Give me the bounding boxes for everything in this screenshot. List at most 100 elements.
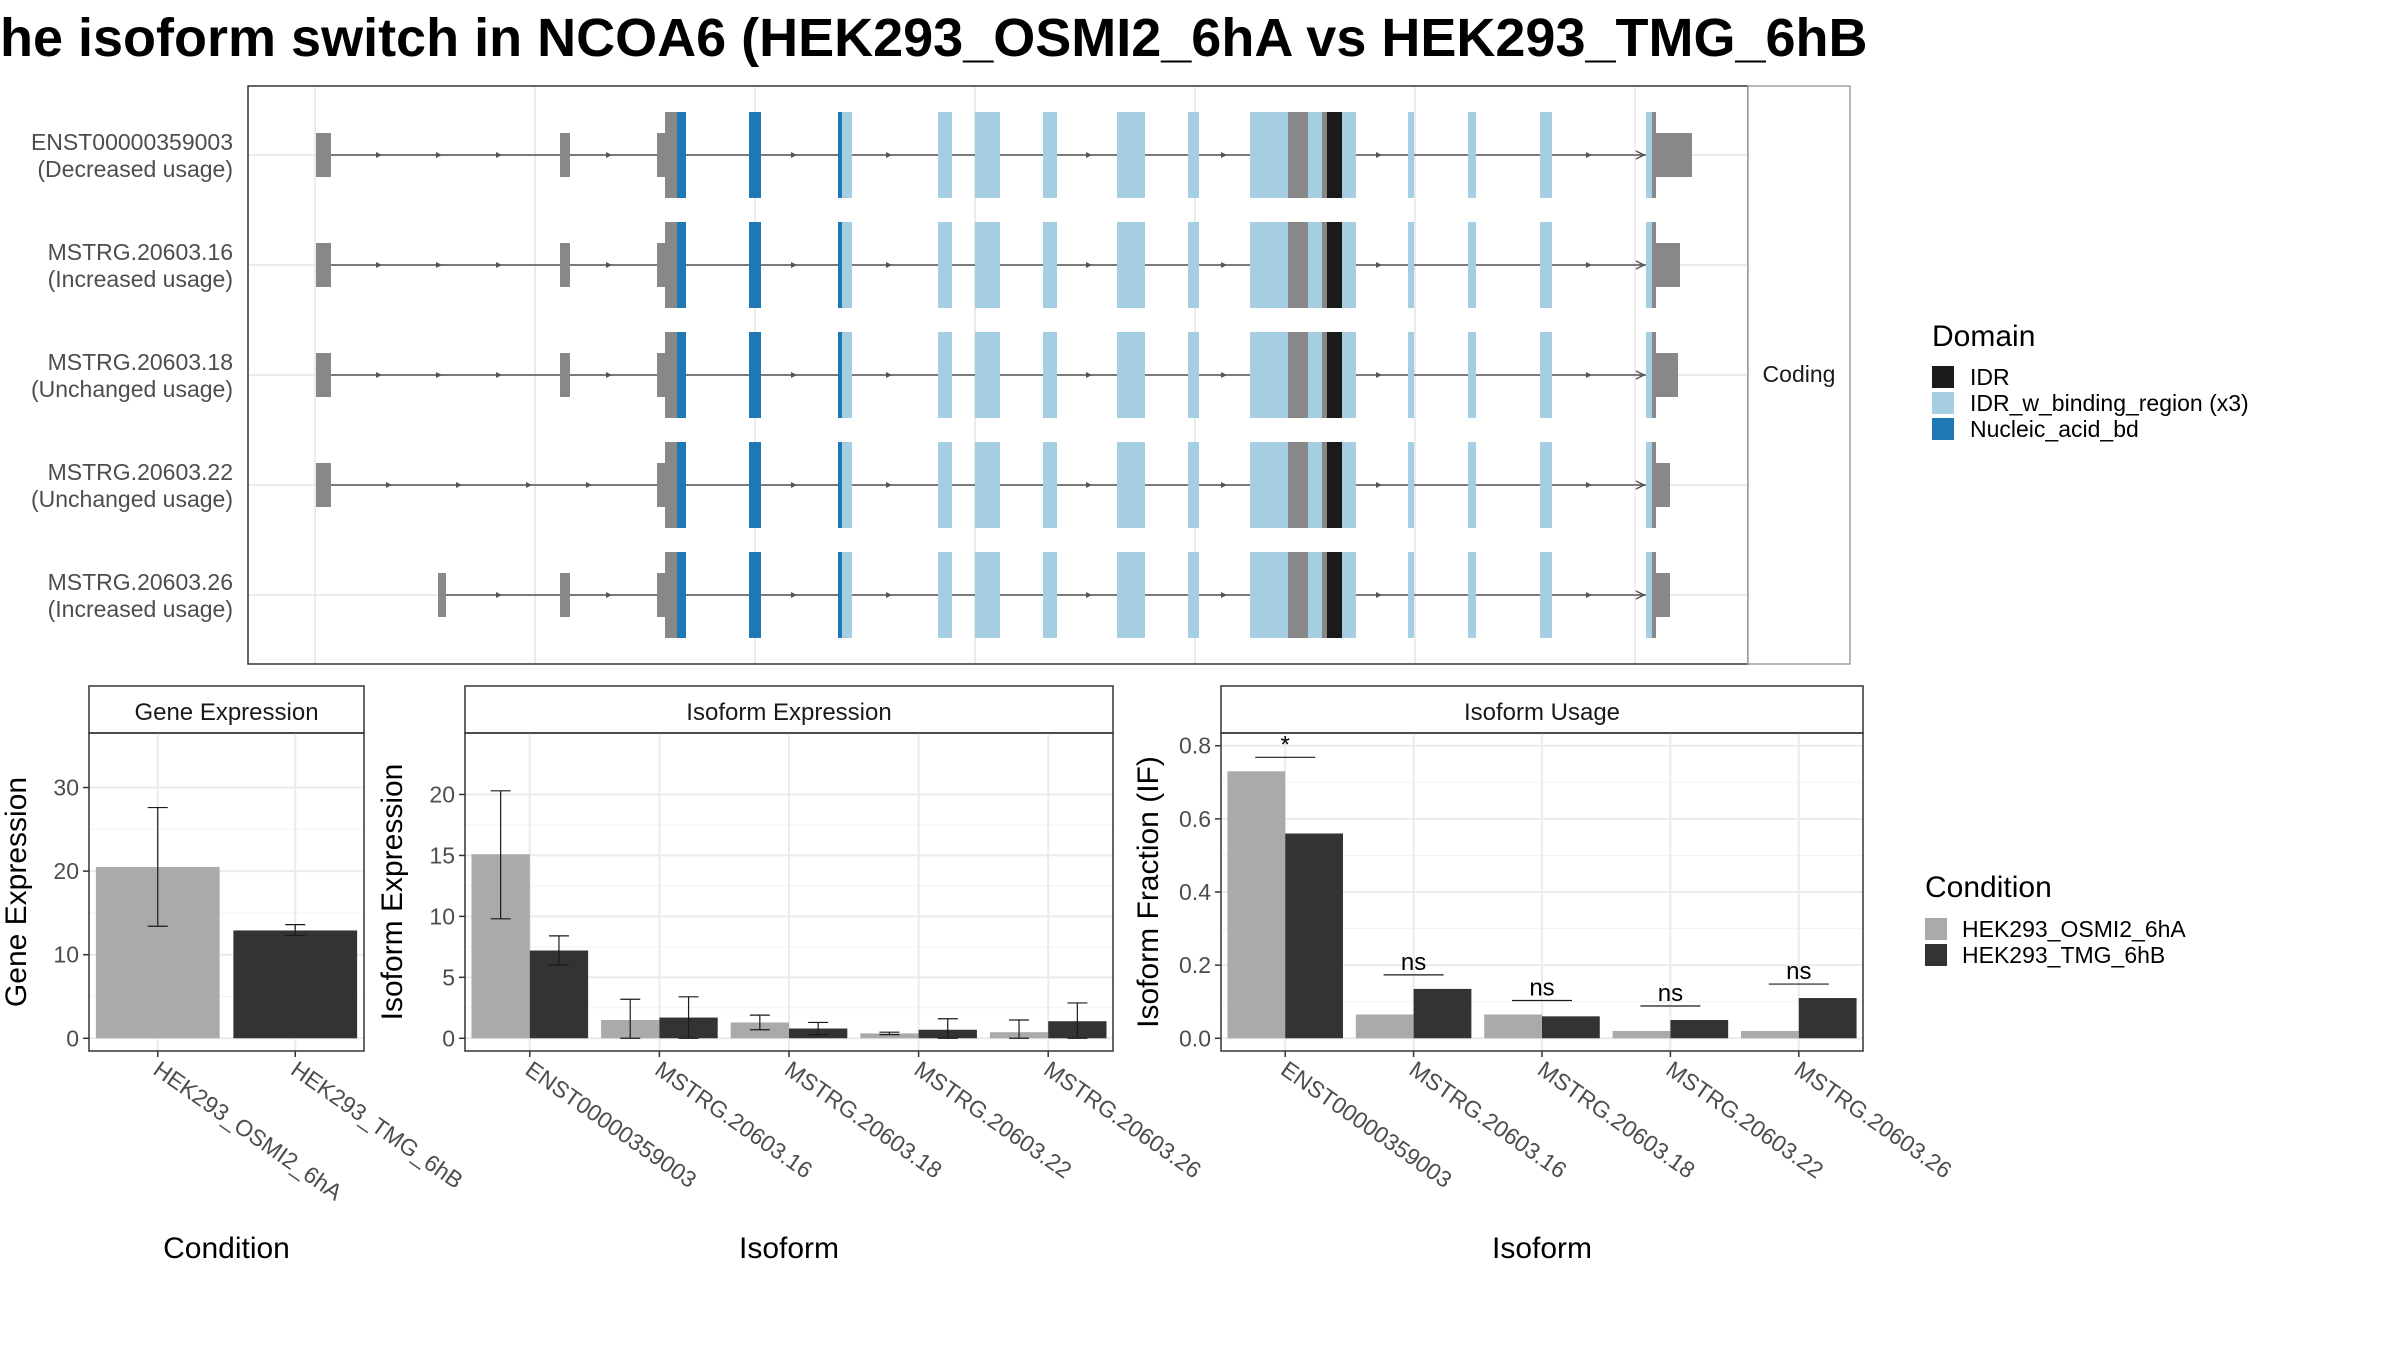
exon-block (657, 243, 665, 287)
domain-block (1468, 222, 1476, 308)
isoform-label-usage: (Decreased usage) (37, 156, 233, 182)
intron-direction-arrow (436, 152, 442, 158)
bar (1612, 1030, 1671, 1039)
isoform-label-name: MSTRG.20603.22 (48, 459, 233, 485)
intron-direction-arrow (791, 152, 797, 158)
domain-block (1540, 332, 1552, 418)
intron-direction-arrow (386, 482, 392, 488)
domain-block (1117, 442, 1145, 528)
domain-block (1188, 112, 1199, 198)
intron-direction-arrow (1586, 592, 1592, 598)
domain-block (1468, 332, 1476, 418)
panel-title: Isoform Expression (686, 699, 891, 726)
domain-block (1117, 332, 1145, 418)
isoform-track (316, 332, 1678, 418)
domain-block (1043, 442, 1057, 528)
exon-block (560, 353, 570, 397)
bar (730, 1022, 789, 1039)
domain-block (677, 222, 686, 308)
intron-direction-arrow (1221, 152, 1227, 158)
significance-label: ns (1529, 975, 1554, 1002)
exon-block (1288, 442, 1308, 528)
domain-block (1308, 332, 1322, 418)
exon-block (1656, 133, 1692, 177)
intron-direction-arrow (496, 262, 502, 268)
panel-strip (464, 685, 1114, 734)
intron-direction-arrow (886, 482, 892, 488)
domain-block (1646, 112, 1652, 198)
intron-direction-arrow (1221, 262, 1227, 268)
exon-block (316, 243, 331, 287)
domain-block (1250, 552, 1288, 638)
significance-label: ns (1786, 958, 1811, 985)
isoform-label-usage: (Unchanged usage) (31, 376, 233, 402)
domain-block (677, 112, 686, 198)
exon-block (1322, 222, 1327, 308)
intron-direction-arrow (1086, 592, 1092, 598)
structure-strip-label: Coding (1763, 361, 1836, 387)
exon-block (1652, 442, 1656, 528)
domain-block (1188, 332, 1199, 418)
y-tick-label: 30 (53, 775, 79, 801)
exon-block (657, 133, 665, 177)
intron-direction-arrow (1221, 482, 1227, 488)
domain-block (938, 552, 952, 638)
domain-block (1342, 332, 1356, 418)
exon-block (665, 442, 677, 528)
domain-block (1250, 332, 1288, 418)
legend-label-idr-binding: IDR_w_binding_region (x3) (1970, 390, 2249, 416)
y-axis-title: Isoform Fraction (IF) (1132, 756, 1165, 1028)
intron-direction-arrow (436, 262, 442, 268)
domain-block (1408, 552, 1414, 638)
y-tick-label: 0.8 (1179, 733, 1211, 759)
domain-block (975, 442, 1000, 528)
domain-block (1188, 222, 1199, 308)
domain-block (1327, 112, 1342, 198)
domain-block (1327, 332, 1342, 418)
intron-direction-arrow (586, 482, 592, 488)
intron-direction-arrow (1086, 152, 1092, 158)
domain-block (1468, 442, 1476, 528)
domain-block (1043, 552, 1057, 638)
domain-block (749, 552, 761, 638)
exon-block (1652, 112, 1656, 198)
isoform-label-name: MSTRG.20603.26 (48, 569, 233, 595)
domain-block (1043, 332, 1057, 418)
intron-direction-arrow (1376, 372, 1382, 378)
exon-block (1288, 552, 1308, 638)
y-axis-title: Gene Expression (0, 777, 33, 1007)
exon-block (1288, 222, 1308, 308)
intron-direction-arrow (886, 262, 892, 268)
exon-block (1656, 463, 1670, 507)
intron-direction-arrow (1635, 480, 1646, 490)
domain-block (749, 332, 761, 418)
domain-block (1540, 442, 1552, 528)
domain-block (938, 112, 952, 198)
domain-block (1342, 442, 1356, 528)
intron-direction-arrow (1586, 262, 1592, 268)
exon-block (1652, 552, 1656, 638)
bar (1227, 771, 1286, 1039)
exon-block (1322, 112, 1327, 198)
exon-block (560, 243, 570, 287)
intron-direction-arrow (1086, 372, 1092, 378)
exon-block (1652, 222, 1656, 308)
bar (1355, 1014, 1414, 1039)
y-tick-label: 0 (66, 1025, 79, 1051)
domain-block (749, 442, 761, 528)
isoform-label-name: MSTRG.20603.18 (48, 349, 233, 375)
domain-block (1327, 222, 1342, 308)
intron-direction-arrow (606, 372, 612, 378)
domain-block (1117, 112, 1145, 198)
intron-direction-arrow (1635, 590, 1646, 600)
y-tick-label: 0.6 (1179, 806, 1211, 832)
intron-direction-arrow (1586, 482, 1592, 488)
domain-legend: Domain IDR IDR_w_binding_region (x3) Nuc… (1932, 320, 2249, 442)
exon-block (1288, 112, 1308, 198)
condition-legend: Condition HEK293_OSMI2_6hA HEK293_TMG_6h… (1925, 871, 2186, 968)
domain-block (975, 332, 1000, 418)
exon-block (1656, 243, 1680, 287)
domain-block (1646, 442, 1652, 528)
exon-block (1652, 332, 1656, 418)
legend-label-cond-a: HEK293_OSMI2_6hA (1962, 916, 2186, 942)
